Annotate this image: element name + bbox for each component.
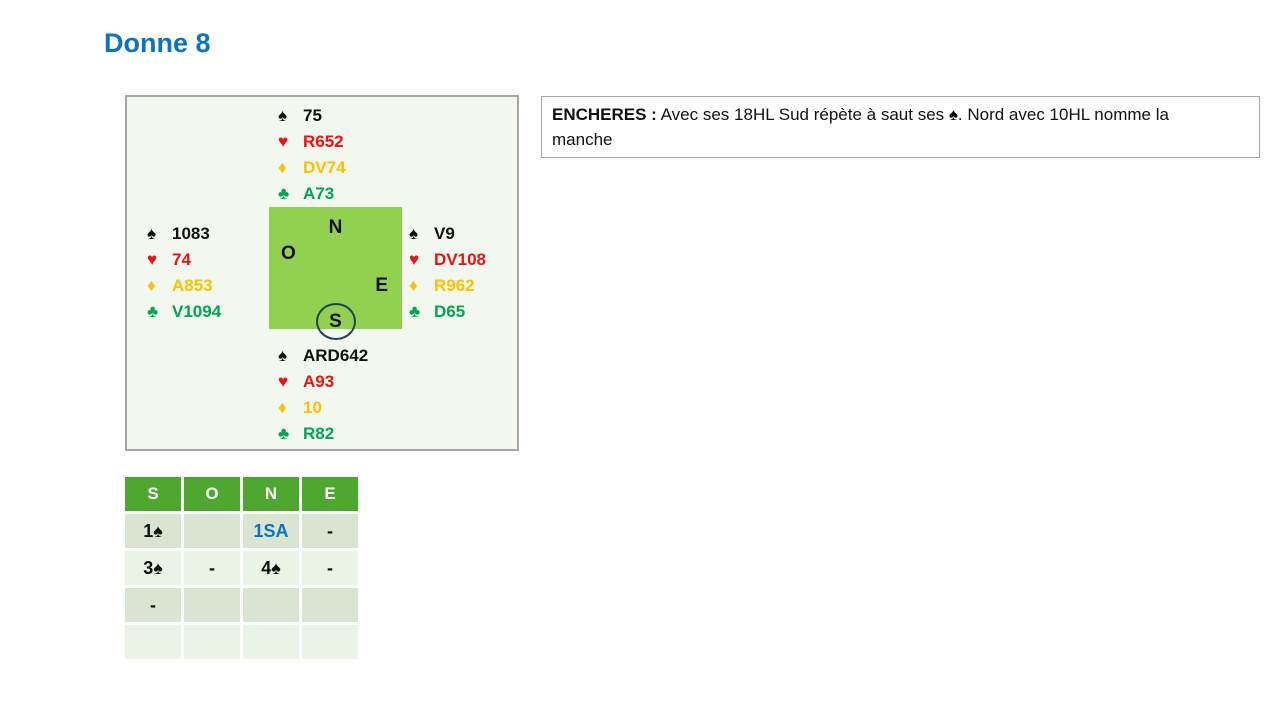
- bid-cell: [184, 588, 240, 622]
- heart-icon: ♥: [278, 132, 289, 151]
- south-diamonds-row: ♦ 10: [278, 395, 368, 421]
- north-clubs-row: ♣ A73: [278, 181, 346, 207]
- heart-icon: ♥: [409, 250, 420, 269]
- bid-cell: 1♠: [125, 514, 181, 548]
- encheres-body: Avec ses 18HL Sud répète à saut ses ♠. N…: [552, 105, 1169, 149]
- west-clubs-row: ♣ V1094: [147, 299, 221, 325]
- bid-cell: -: [125, 588, 181, 622]
- bidding-table: S O N E 1♠ 1SA - 3♠ - 4♠ - -: [125, 477, 358, 659]
- east-diamonds-row: ♦ R962: [409, 273, 486, 299]
- east-clubs-row: ♣ D65: [409, 299, 486, 325]
- west-clubs: V1094: [172, 302, 222, 321]
- west-diamonds: A853: [172, 276, 213, 295]
- north-diamonds-row: ♦ DV74: [278, 155, 346, 181]
- bid-cell: 4♠: [243, 551, 299, 585]
- west-hand: ♠ 1083 ♥ 74 ♦ A853 ♣ V1094: [147, 221, 221, 325]
- north-hearts: R652: [303, 132, 344, 151]
- east-spades: V9: [434, 224, 455, 243]
- bid-cell: 3♠: [125, 551, 181, 585]
- north-hand: ♠ 75 ♥ R652 ♦ DV74 ♣ A73: [278, 103, 346, 207]
- west-hearts-row: ♥ 74: [147, 247, 221, 273]
- north-spades: 75: [303, 106, 322, 125]
- diamond-icon: ♦: [278, 158, 287, 177]
- north-hearts-row: ♥ R652: [278, 129, 346, 155]
- spade-icon: ♠: [147, 224, 157, 243]
- compass-east-label: E: [375, 275, 388, 296]
- south-clubs-row: ♣ R82: [278, 421, 368, 447]
- encheres-text: ENCHERES : Avec ses 18HL Sud répète à sa…: [552, 102, 1204, 152]
- club-icon: ♣: [409, 302, 421, 321]
- east-hearts: DV108: [434, 250, 486, 269]
- south-spades: ARD642: [303, 346, 369, 365]
- club-icon: ♣: [147, 302, 159, 321]
- west-hearts: 74: [172, 250, 191, 269]
- east-clubs: D65: [434, 302, 466, 321]
- bid-cell: [125, 625, 181, 659]
- spade-icon: ♠: [278, 106, 288, 125]
- east-hearts-row: ♥ DV108: [409, 247, 486, 273]
- bid-cell: 1SA: [243, 514, 299, 548]
- bid-cell: [243, 625, 299, 659]
- diamond-icon: ♦: [409, 276, 418, 295]
- south-diamonds: 10: [303, 398, 322, 417]
- bid-cell: [302, 625, 358, 659]
- diamond-icon: ♦: [147, 276, 156, 295]
- bid-cell: [184, 514, 240, 548]
- bid-header-s: S: [125, 477, 181, 511]
- south-hearts-row: ♥ A93: [278, 369, 368, 395]
- deal-diagram: ♠ 75 ♥ R652 ♦ DV74 ♣ A73 ♠ 1083 ♥ 74 ♦ A…: [125, 95, 519, 451]
- north-spades-row: ♠ 75: [278, 103, 346, 129]
- east-hand: ♠ V9 ♥ DV108 ♦ R962 ♣ D65: [409, 221, 486, 325]
- west-diamonds-row: ♦ A853: [147, 273, 221, 299]
- club-icon: ♣: [278, 424, 290, 443]
- south-spades-row: ♠ ARD642: [278, 343, 368, 369]
- east-spades-row: ♠ V9: [409, 221, 486, 247]
- north-clubs: A73: [303, 184, 335, 203]
- compass-north-label: N: [328, 217, 343, 238]
- north-diamonds: DV74: [303, 158, 346, 177]
- bid-cell: -: [302, 551, 358, 585]
- club-icon: ♣: [278, 184, 290, 203]
- bid-cell: [243, 588, 299, 622]
- spade-icon: ♠: [409, 224, 419, 243]
- south-clubs: R82: [303, 424, 335, 443]
- west-spades: 1083: [172, 224, 210, 243]
- bid-cell: -: [302, 514, 358, 548]
- heart-icon: ♥: [278, 372, 289, 391]
- spade-icon: ♠: [278, 346, 288, 365]
- compass-square: N O E S: [269, 207, 402, 340]
- diamond-icon: ♦: [278, 398, 287, 417]
- bid-cell: -: [184, 551, 240, 585]
- compass-west-label: O: [281, 243, 296, 264]
- encheres-label: ENCHERES :: [552, 105, 657, 124]
- dealer-circle: S: [315, 303, 356, 340]
- south-hearts: A93: [303, 372, 335, 391]
- south-hand: ♠ ARD642 ♥ A93 ♦ 10 ♣ R82: [278, 343, 368, 447]
- bid-header-o: O: [184, 477, 240, 511]
- page-title: Donne 8: [104, 28, 211, 58]
- compass-south-label: S: [329, 310, 342, 332]
- east-diamonds: R962: [434, 276, 475, 295]
- encheres-box: ENCHERES : Avec ses 18HL Sud répète à sa…: [541, 96, 1260, 158]
- bid-cell: [184, 625, 240, 659]
- west-spades-row: ♠ 1083: [147, 221, 221, 247]
- bid-cell: [302, 588, 358, 622]
- heart-icon: ♥: [147, 250, 158, 269]
- bid-header-e: E: [302, 477, 358, 511]
- bid-header-n: N: [243, 477, 299, 511]
